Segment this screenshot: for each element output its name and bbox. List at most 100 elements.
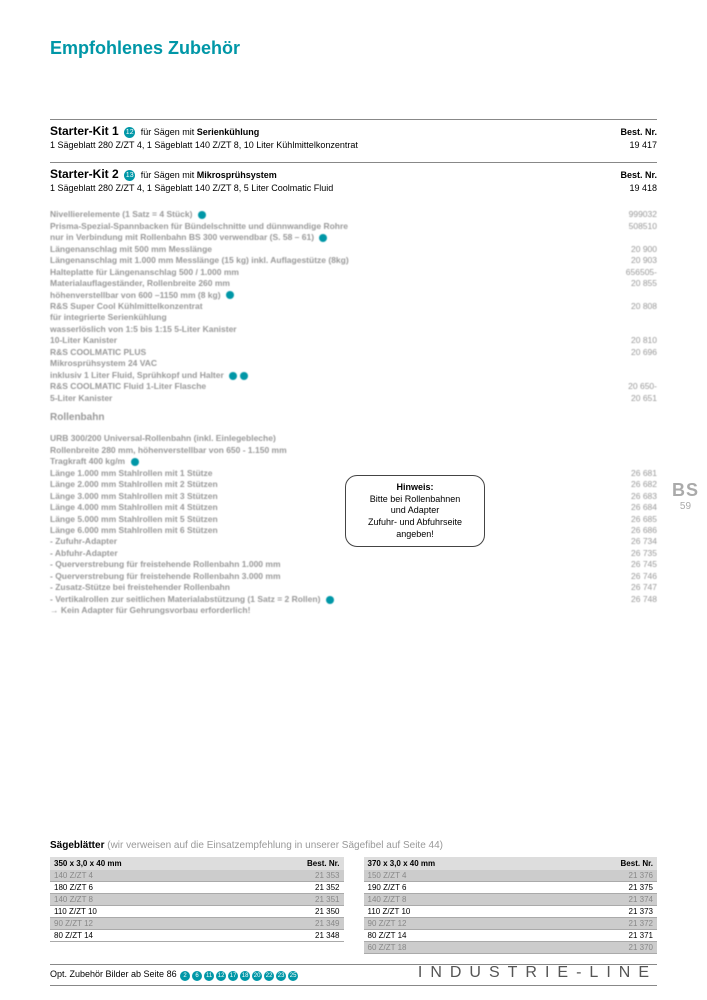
sb-row: 140 Z/ZT 8 21 351 (50, 894, 344, 906)
sb-row: 140 Z/ZT 4 21 353 (50, 870, 344, 882)
opt-ref-icon: 6 (192, 971, 202, 981)
sb-price: 21 349 (315, 919, 339, 928)
sb-price: 21 371 (629, 931, 653, 940)
opt-ref-icon: 11 (204, 971, 214, 981)
opt-text: Opt. Zubehör Bilder ab Seite 86 (50, 969, 177, 979)
acc-price: 508510 (597, 221, 657, 244)
acc-text: - Querverstrebung für freistehende Rolle… (50, 571, 597, 582)
accessory-row: - Querverstrebung für freistehende Rolle… (50, 571, 657, 582)
acc-price: 26 748 (597, 594, 657, 605)
sb-row: 90 Z/ZT 1221 372 (364, 918, 658, 930)
sb-row: 140 Z/ZT 8 21 374 (364, 894, 658, 906)
acc-price (597, 433, 657, 467)
ref-dot-icon (229, 372, 237, 380)
sb-row: 150 Z/ZT 421 376 (364, 870, 658, 882)
footer-brand: INDUSTRIE-LINE (418, 964, 657, 982)
acc-price: 999032 (597, 209, 657, 220)
acc-text: URB 300/200 Universal-Rollenbahn (inkl. … (50, 433, 597, 467)
sb-type: 140 Z/ZT 4 (54, 871, 93, 880)
acc-text: → Kein Adapter für Gehrungsvorbau erford… (50, 605, 597, 616)
sb-type: 190 Z/ZT 6 (368, 883, 407, 892)
sb-type: 140 Z/ZT 8 (54, 895, 93, 904)
side-marker: BS 59 (672, 480, 699, 512)
sb-price: 21 351 (315, 895, 339, 904)
acc-text: - Zusatz-Stütze bei freistehender Rollen… (50, 582, 597, 593)
sb-price: 21 348 (315, 931, 339, 940)
accessory-row: Halteplatte für Längenanschlag 500 / 1.0… (50, 267, 657, 278)
kit-contents: 1 Sägeblatt 280 Z/ZT 4, 1 Sägeblatt 140 … (50, 140, 597, 150)
opt-ref-icon: 12 (216, 971, 226, 981)
starter-kit: Starter-Kit 1 12 für Sägen mit Serienküh… (50, 119, 657, 156)
acc-price: 26 685 (597, 514, 657, 525)
acc-price: 26 684 (597, 502, 657, 513)
sb-row: 110 Z/ZT 1021 373 (364, 906, 658, 918)
ref-dot-icon (326, 596, 334, 604)
hint-line: und Adapter (356, 505, 474, 517)
kit-badge-icon: 12 (124, 127, 135, 138)
acc-text: 10-Liter Kanister (50, 335, 597, 346)
sb-price: 21 374 (629, 895, 653, 904)
acc-price: 20 900 (597, 244, 657, 255)
sb-price: 21 352 (315, 883, 339, 892)
acc-text: Längenanschlag mit 1.000 mm Messlänge (1… (50, 255, 597, 266)
accessory-row: - Zusatz-Stütze bei freistehender Rollen… (50, 582, 657, 593)
sb-row: 60 Z/ZT 18 21 370 (364, 942, 658, 954)
sb-type: 60 Z/ZT 18 (368, 943, 407, 952)
sb-row: 180 Z/ZT 621 352 (50, 882, 344, 894)
sb-row: 190 Z/ZT 621 375 (364, 882, 658, 894)
opt-ref-icon: 22 (264, 971, 274, 981)
acc-price: 26 681 (597, 468, 657, 479)
ref-dot-icon (131, 458, 139, 466)
side-page: 59 (672, 501, 699, 512)
accessory-row: Prisma-Spezial-Spannbacken für Bündelsch… (50, 221, 657, 244)
acc-price (597, 605, 657, 616)
rollenbahn-header: Rollenbahn (50, 412, 657, 423)
accessory-row: R&S COOLMATIC PLUSMikrosprühsystem 24 VA… (50, 347, 657, 381)
acc-text: Länge 3.000 mm Stahlrollen mit 3 Stützen (50, 491, 597, 502)
sb-price: 21 376 (629, 871, 653, 880)
bestnr-label: Best. Nr. (620, 127, 657, 137)
sb-row: 80 Z/ZT 1421 371 (364, 930, 658, 942)
sb-price: 21 350 (315, 907, 339, 916)
opt-ref-icon: 2 (180, 971, 190, 981)
kit-price: 19 418 (597, 183, 657, 193)
kit-for: für Sägen mit Serienkühlung (141, 127, 260, 137)
acc-price: 26 747 (597, 582, 657, 593)
acc-price: 20 810 (597, 335, 657, 346)
acc-price: 26 734 (597, 536, 657, 547)
ref-dot-icon (226, 291, 234, 299)
acc-text: Länge 1.000 mm Stahlrollen mit 1 Stütze (50, 468, 597, 479)
accessory-row: Längenanschlag mit 500 mm Messlänge 20 9… (50, 244, 657, 255)
ref-dot-icon (198, 211, 206, 219)
hint-line: Zufuhr- und Abfuhrseite (356, 517, 474, 529)
sb-row: 110 Z/ZT 1021 350 (50, 906, 344, 918)
kit-name: Starter-Kit 1 (50, 124, 119, 138)
acc-price: 20 650- (597, 381, 657, 392)
acc-price: 26 683 (597, 491, 657, 502)
bestnr-label: Best. Nr. (621, 859, 653, 868)
acc-price: 20 903 (597, 255, 657, 266)
kit-name: Starter-Kit 2 (50, 167, 119, 181)
acc-text: Länge 6.000 mm Stahlrollen mit 6 Stützen (50, 525, 597, 536)
acc-text: R&S COOLMATIC Fluid 1-Liter Flasche (50, 381, 597, 392)
acc-text: Länge 5.000 mm Stahlrollen mit 5 Stützen (50, 514, 597, 525)
sb-type: 140 Z/ZT 8 (368, 895, 407, 904)
sb-type: 110 Z/ZT 10 (368, 907, 411, 916)
accessory-row: → Kein Adapter für Gehrungsvorbau erford… (50, 605, 657, 616)
acc-price: 20 651 (597, 393, 657, 404)
acc-price: 26 746 (597, 571, 657, 582)
sb-price: 21 372 (629, 919, 653, 928)
sb-price: 21 353 (315, 871, 339, 880)
opt-ref-icon: 25 (288, 971, 298, 981)
acc-price: 20 696 (597, 347, 657, 381)
acc-text: Halteplatte für Längenanschlag 500 / 1.0… (50, 267, 597, 278)
page-title: Empfohlenes Zubehör (50, 38, 657, 59)
acc-text: R&S COOLMATIC PLUSMikrosprühsystem 24 VA… (50, 347, 597, 381)
kit-price: 19 417 (597, 140, 657, 150)
opt-ref-icon: 23 (276, 971, 286, 981)
acc-price: 26 735 (597, 548, 657, 559)
sb-head: 370 x 3,0 x 40 mmBest. Nr. (364, 857, 658, 870)
acc-text: Länge 2.000 mm Stahlrollen mit 2 Stützen (50, 479, 597, 490)
sb-price: 21 370 (629, 943, 653, 952)
acc-price: 656505- (597, 267, 657, 278)
